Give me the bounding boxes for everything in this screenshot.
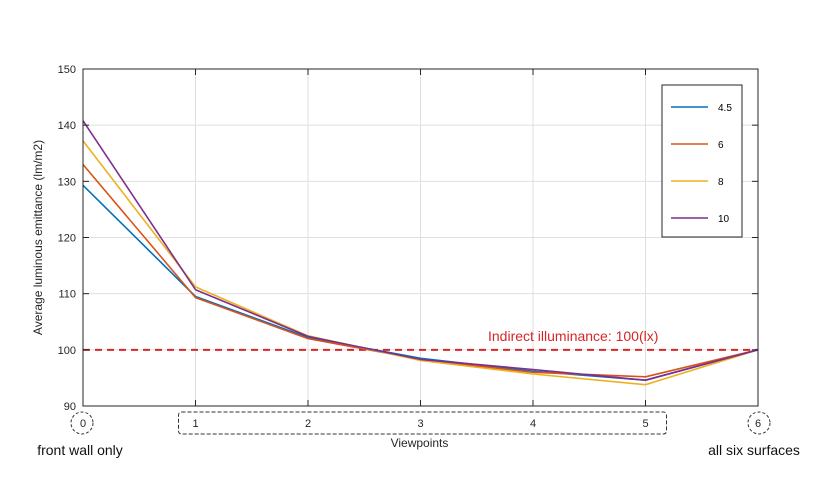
reference-line-label: Indirect illuminance: 100(lx) <box>488 328 658 344</box>
x-tick-label: 5 <box>642 418 648 430</box>
x-tick-label: 1 <box>192 418 198 430</box>
middle-viewpoints-box <box>178 411 667 435</box>
y-axis-label: Average luminous emittance (lm/m2) <box>31 140 45 335</box>
viewpoint-markers <box>70 411 771 435</box>
y-tick-label: 130 <box>58 176 76 188</box>
x-axis-label: Viewpoints <box>391 436 449 450</box>
x-tick-label: 0 <box>80 418 86 430</box>
series-group <box>82 120 759 386</box>
y-tick-label: 110 <box>58 289 76 301</box>
legend-label-10: 10 <box>718 214 730 225</box>
x-tick-label: 4 <box>530 418 536 430</box>
legend: 4.5 6 8 10 <box>661 84 743 238</box>
y-tick-label: 140 <box>58 120 76 132</box>
x-tick-label: 6 <box>755 418 761 430</box>
legend-box <box>661 84 743 238</box>
legend-label-6: 6 <box>718 140 724 151</box>
grid-lines <box>82 68 759 407</box>
annotation-front-wall-only: front wall only <box>37 442 123 458</box>
reference-line-group: Indirect illuminance: 100(lx) <box>83 328 758 351</box>
x-tick-label: 3 <box>417 418 423 430</box>
legend-label-8: 8 <box>718 177 724 188</box>
legend-label-4.5: 4.5 <box>718 103 732 114</box>
series-line-10 <box>82 120 759 382</box>
y-tick-label: 90 <box>64 401 76 413</box>
x-tick-label: 2 <box>305 418 311 430</box>
y-tick-label: 150 <box>58 64 76 76</box>
end-viewpoint-circle <box>747 411 771 435</box>
y-axis-ticks: 90 100 110 120 130 140 150 <box>58 64 758 413</box>
start-viewpoint-circle <box>70 411 94 435</box>
x-axis-ticks: 0 1 2 3 4 5 6 <box>80 69 761 430</box>
series-line-8 <box>82 140 759 386</box>
y-tick-label: 120 <box>58 233 76 245</box>
y-tick-label: 100 <box>58 345 76 357</box>
annotation-all-six-surfaces: all six surfaces <box>708 442 800 458</box>
